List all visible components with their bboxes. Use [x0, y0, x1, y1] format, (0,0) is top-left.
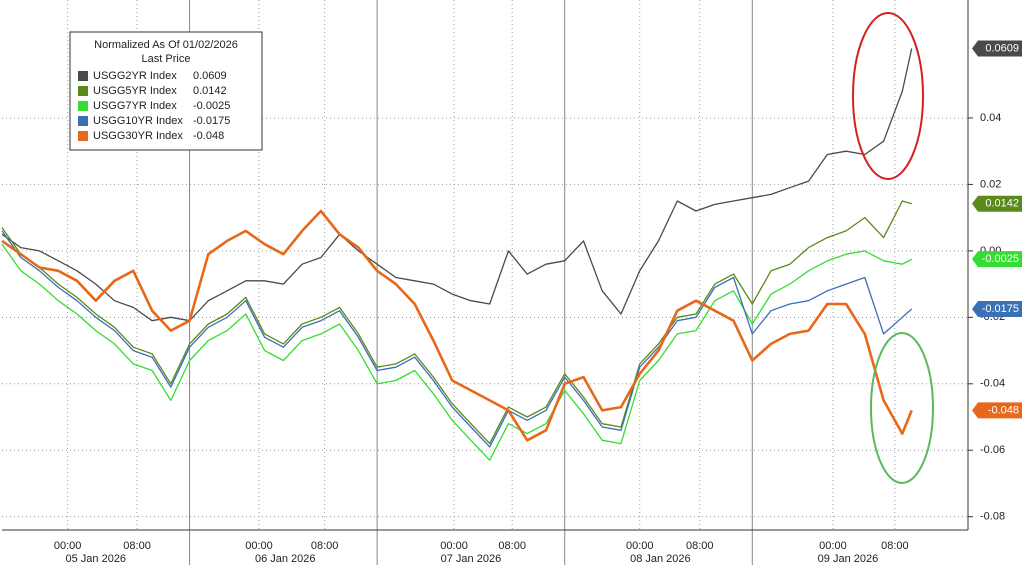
legend-label: USGG30YR Index	[93, 130, 183, 142]
date-label: 06 Jan 2026	[255, 553, 316, 565]
date-label: 09 Jan 2026	[818, 553, 879, 565]
x-tick-label: 08:00	[498, 540, 526, 552]
highlight-ellipse	[852, 12, 924, 180]
legend-swatch	[78, 101, 88, 111]
x-tick-label: 08:00	[311, 540, 339, 552]
series-line	[1, 230, 913, 448]
last-value-label: -0.0175	[982, 303, 1019, 315]
series-line	[1, 243, 913, 461]
legend-label: USGG10YR Index	[93, 115, 183, 127]
x-tick-label: 00:00	[440, 540, 468, 552]
last-value-tag	[972, 301, 1022, 318]
legend-swatch	[78, 86, 88, 96]
legend-value: -0.0175	[193, 115, 230, 127]
legend-swatch	[78, 71, 88, 81]
last-value-label: -0.048	[988, 404, 1019, 416]
series-line	[1, 48, 913, 322]
last-value-tag	[972, 402, 1022, 419]
legend-subtitle: Last Price	[142, 53, 191, 65]
lines	[1, 48, 913, 461]
legend-value: 0.0142	[193, 85, 227, 97]
y-tick-label: -0.06	[980, 444, 1005, 456]
last-value-tag	[972, 251, 1022, 268]
grid	[2, 0, 968, 565]
legend-value: -0.048	[193, 130, 224, 142]
last-value-tag	[972, 195, 1022, 212]
legend-box	[69, 31, 263, 151]
series-line	[1, 209, 913, 442]
highlight-ellipse	[870, 332, 934, 484]
legend-swatch	[78, 131, 88, 141]
x-tick-label: 00:00	[245, 540, 273, 552]
date-label: 05 Jan 2026	[66, 553, 127, 565]
y-tick-label: -0.04	[980, 378, 1005, 390]
date-label: 07 Jan 2026	[441, 553, 502, 565]
y-tick-label: 0.04	[980, 112, 1001, 124]
legend-label: USGG5YR Index	[93, 85, 177, 97]
x-tick-label: 00:00	[54, 540, 82, 552]
last-value-tag	[972, 40, 1022, 57]
x-tick-label: 08:00	[686, 540, 714, 552]
legend-value: 0.0609	[193, 70, 227, 82]
legend-swatch	[78, 116, 88, 126]
legend-label: USGG7YR Index	[93, 100, 177, 112]
series-line	[1, 200, 912, 445]
last-value-label: 0.0142	[985, 198, 1019, 210]
date-label: 08 Jan 2026	[630, 553, 691, 565]
legend-label: USGG2YR Index	[93, 70, 177, 82]
x-tick-label: 00:00	[626, 540, 654, 552]
x-tick-label: 08:00	[881, 540, 909, 552]
last-value-label: -0.0025	[982, 253, 1019, 265]
y-tick-label: -0.08	[980, 511, 1005, 523]
last-value-label: 0.0609	[985, 42, 1019, 54]
legend: Normalized As Of 01/02/2026 Last Price U…	[69, 31, 263, 151]
x-tick-label: 08:00	[123, 540, 151, 552]
y-tick-label: 0.02	[980, 178, 1001, 190]
legend-value: -0.0025	[193, 100, 230, 112]
x-tick-label: 00:00	[819, 540, 847, 552]
legend-title: Normalized As Of 01/02/2026	[94, 39, 238, 51]
